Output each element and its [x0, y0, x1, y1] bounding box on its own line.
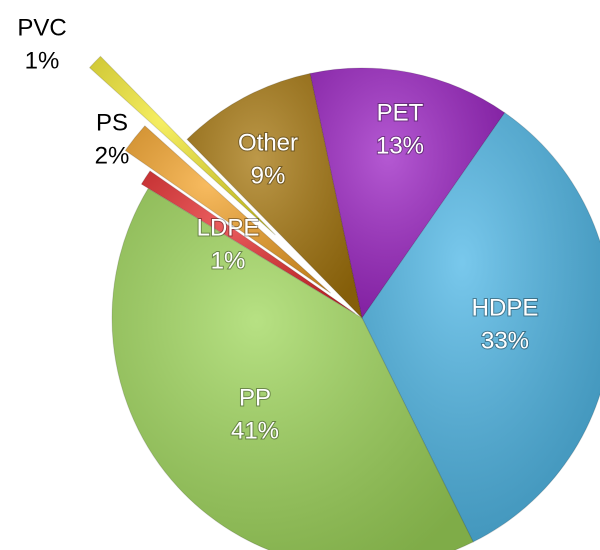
slice-value-label: 9% [251, 162, 286, 189]
slice-value-label: 33% [481, 327, 529, 354]
slice-value-label: 41% [231, 417, 279, 444]
slice-value-label: 2% [95, 142, 130, 169]
slice-shade [125, 125, 331, 294]
slice-shade [310, 67, 505, 318]
slice-label: LDPE [197, 214, 260, 241]
slice-value-label: 13% [376, 132, 424, 159]
slice-label: PVC [17, 14, 66, 41]
slice-shade [89, 56, 276, 235]
slice-shade [141, 170, 356, 314]
slice-shade [187, 73, 362, 318]
slice-label: PP [239, 384, 271, 411]
slice-label: PET [377, 99, 424, 126]
slice-value-label: 1% [211, 247, 246, 274]
slice-shade [362, 112, 600, 542]
slice-shade [112, 188, 474, 550]
slice-label: PS [96, 109, 128, 136]
slice-label: Other [238, 129, 298, 156]
slice-value-label: 1% [25, 47, 60, 74]
slice-label: HDPE [472, 294, 539, 321]
